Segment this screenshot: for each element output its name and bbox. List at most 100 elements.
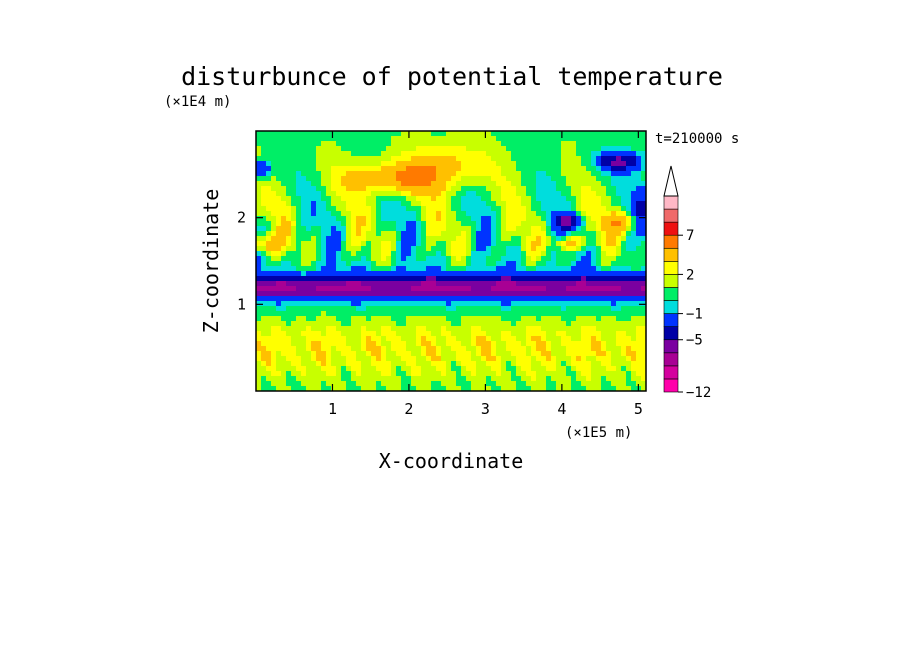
contour-cell (346, 166, 352, 172)
contour-cell (596, 256, 602, 262)
contour-cell (436, 361, 442, 367)
contour-cell (336, 291, 342, 297)
contour-cell (501, 361, 507, 367)
contour-cell (586, 161, 592, 167)
contour-cell (416, 386, 422, 391)
x-axis-label: X-coordinate (379, 449, 524, 473)
contour-cell (511, 196, 517, 202)
contour-cell (451, 211, 457, 217)
contour-cell (261, 146, 267, 152)
contour-cell (386, 311, 392, 317)
contour-cell (431, 376, 437, 382)
contour-cell (551, 206, 557, 212)
contour-cell (386, 216, 392, 222)
contour-cell (396, 136, 402, 142)
contour-cell (416, 166, 422, 172)
contour-cell (346, 171, 352, 177)
contour-cell (296, 271, 302, 277)
contour-cell (436, 366, 442, 372)
colorbar-swatch (663, 274, 679, 288)
contour-cell (256, 196, 262, 202)
contour-cell (481, 131, 487, 137)
contour-cell (366, 386, 372, 391)
contour-cell (351, 241, 357, 247)
contour-cell (371, 366, 377, 372)
contour-cell (296, 136, 302, 142)
contour-cell (331, 291, 337, 297)
contour-cell (411, 241, 417, 247)
contour-cell (491, 196, 497, 202)
contour-cell (401, 226, 407, 232)
contour-cell (616, 181, 622, 187)
contour-cell (436, 141, 442, 147)
contour-cell (371, 171, 377, 177)
contour-cell (546, 271, 552, 277)
contour-cell (541, 266, 547, 272)
contour-cell (521, 226, 527, 232)
contour-cell (566, 381, 572, 387)
contour-cell (336, 251, 342, 257)
contour-cell (626, 226, 632, 232)
contour-cell (446, 206, 452, 212)
contour-cell (591, 211, 597, 217)
contour-cell (556, 331, 562, 337)
contour-cell (496, 256, 502, 262)
contour-cell (411, 221, 417, 227)
contour-cell (616, 246, 622, 252)
contour-cell (266, 381, 272, 387)
contour-cell (306, 301, 312, 307)
contour-cell (266, 331, 272, 337)
contour-cell (351, 291, 357, 297)
contour-cell (426, 261, 432, 267)
contour-cell (501, 246, 507, 252)
contour-cell (501, 311, 507, 317)
contour-cell (491, 151, 497, 157)
contour-cell (301, 141, 307, 147)
contour-cell (636, 216, 642, 222)
contour-cell (626, 296, 632, 302)
contour-cell (531, 201, 537, 207)
contour-cell (461, 351, 467, 357)
contour-cell (271, 141, 277, 147)
contour-cell (491, 251, 497, 257)
contour-cell (401, 346, 407, 352)
contour-cell (641, 191, 646, 197)
contour-cell (546, 201, 552, 207)
contour-cell (556, 141, 562, 147)
contour-cell (466, 326, 472, 332)
contour-cell (411, 231, 417, 237)
contour-cell (316, 166, 322, 172)
contour-cell (606, 266, 612, 272)
contour-cell (336, 146, 342, 152)
contour-cell (491, 201, 497, 207)
contour-cell (431, 201, 437, 207)
contour-cell (566, 356, 572, 362)
contour-cell (501, 226, 507, 232)
contour-cell (426, 286, 432, 292)
contour-cell (576, 271, 582, 277)
contour-cell (521, 291, 527, 297)
contour-cell (291, 191, 297, 197)
contour-cell (551, 266, 557, 272)
contour-cell (336, 261, 342, 267)
contour-cell (486, 211, 492, 217)
contour-cell (606, 236, 612, 242)
contour-cell (271, 166, 277, 172)
contour-cell (601, 191, 607, 197)
contour-cell (296, 186, 302, 192)
contour-cell (556, 326, 562, 332)
contour-cell (466, 361, 472, 367)
contour-cell (621, 371, 627, 377)
contour-cell (286, 341, 292, 347)
contour-cell (516, 131, 522, 137)
contour-cell (476, 271, 482, 277)
contour-cell (511, 346, 517, 352)
contour-cell (426, 346, 432, 352)
contour-cell (521, 151, 527, 157)
contour-cell (556, 381, 562, 387)
contour-cell (326, 271, 332, 277)
contour-cell (561, 196, 567, 202)
contour-cell (326, 321, 332, 327)
contour-cell (436, 211, 442, 217)
contour-cell (536, 281, 542, 287)
